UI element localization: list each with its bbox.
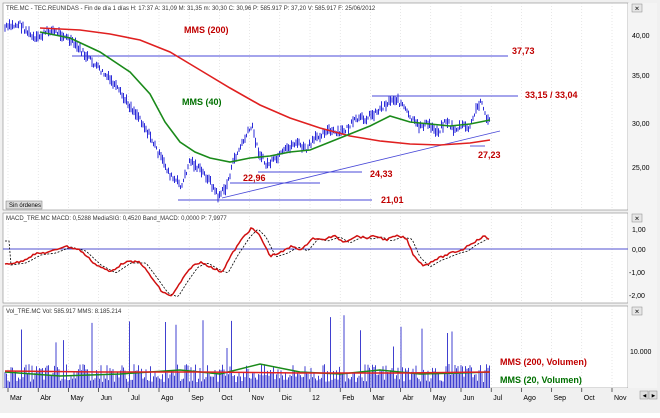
- orders-button-label: Sin órdenes: [9, 203, 41, 209]
- macd-tick-m1: -1,00: [629, 270, 645, 277]
- month-label: Abr: [40, 395, 52, 402]
- volume-panel[interactable]: Vol_TRE.MC Vol: 585.917 MMS: 8.185.214 M…: [2, 305, 629, 389]
- month-label: May: [433, 395, 447, 402]
- panel-close-button-3[interactable]: ✕: [631, 306, 643, 316]
- month-label: May: [70, 395, 84, 402]
- macd-tick-0: 0,00: [632, 247, 646, 254]
- panel-close-button[interactable]: ✕: [631, 3, 643, 13]
- month-label: Oct: [584, 395, 595, 402]
- mms200-line: [39, 27, 491, 146]
- vol-mms20-label: MMS (20, Volumen): [500, 375, 582, 385]
- month-label: 12: [312, 395, 320, 402]
- label-2296: 22,96: [243, 173, 266, 183]
- macd-tick-1: 1,00: [632, 227, 646, 234]
- macd-signal-line: [5, 229, 490, 298]
- month-label: Sep: [191, 395, 204, 402]
- arrow-right-icon: ►: [651, 394, 657, 400]
- mms40-line: [39, 31, 491, 163]
- price-tick-30: 30,00: [632, 121, 650, 128]
- month-label: Mar: [372, 395, 385, 402]
- price-tick-25: 25,00: [632, 165, 650, 172]
- mms200-label: MMS (200): [184, 25, 229, 35]
- trend-line: [221, 130, 501, 199]
- price-bars: [4, 19, 490, 203]
- month-label: Mar: [10, 395, 23, 402]
- month-label: Ago: [523, 395, 536, 402]
- label-2433: 24,33: [370, 169, 393, 179]
- macd-tick-m2: -2,00: [629, 293, 645, 300]
- macd-panel[interactable]: MACD_TRE.MC MACD: 0,5288 MediaSIG: 0,452…: [2, 212, 629, 304]
- label-2101: 21,01: [381, 195, 404, 205]
- right-axis: 40,00 35,00 30,00 25,00 1,00 0,00 -1,00 …: [628, 3, 657, 388]
- month-label: Nov: [614, 395, 627, 402]
- mms40-label: MMS (40): [182, 97, 222, 107]
- close-icon-3: ✕: [635, 310, 640, 316]
- vol-mms200-label: MMS (200, Volumen): [500, 357, 587, 367]
- volume-panel-title: Vol_TRE.MC Vol: 585.917 MMS: 8.185.214: [6, 309, 122, 315]
- vol-mms200-line: [4, 370, 491, 374]
- month-label: Nov: [252, 395, 265, 402]
- month-label: Jul: [131, 395, 140, 402]
- vol-tick-10000: 10.000: [630, 349, 652, 356]
- close-icon: ✕: [635, 7, 640, 13]
- price-panel[interactable]: TRE.MC - TEC.REUNIDAS - Fin de día 1 día…: [2, 2, 629, 211]
- close-icon-2: ✕: [635, 217, 640, 223]
- month-label: Feb: [342, 395, 354, 402]
- month-label: Sep: [554, 395, 567, 402]
- arrow-left-icon: ◄: [642, 394, 648, 400]
- label-2723: 27,23: [478, 150, 501, 160]
- scroll-right-button[interactable]: ►: [648, 390, 658, 400]
- month-label: Jun: [101, 395, 112, 402]
- label-3315: 33,15 / 33,04: [525, 90, 578, 100]
- price-tick-35: 35,00: [632, 73, 650, 80]
- month-axis: Mar Abr May Jun Jul Ago Sep Oct Nov Dic 12 Feb Mar Ab…: [3, 388, 657, 410]
- month-label: Jul: [493, 395, 502, 402]
- scroll-left-button[interactable]: ◄: [639, 390, 649, 400]
- macd-line: [4, 227, 490, 297]
- price-tick-40: 40,00: [632, 33, 650, 40]
- month-label: Dic: [282, 395, 293, 402]
- month-label: Jun: [463, 395, 474, 402]
- month-label: Abr: [403, 395, 415, 402]
- label-3773: 37,73: [512, 46, 535, 56]
- vol-mms20-line: [4, 363, 491, 377]
- macd-panel-title: MACD_TRE.MC MACD: 0,5288 MediaSIG: 0,452…: [6, 216, 227, 222]
- panel-close-button-2[interactable]: ✕: [631, 213, 643, 223]
- price-panel-title: TRE.MC - TEC.REUNIDAS - Fin de día 1 día…: [6, 6, 376, 12]
- orders-button[interactable]: Sin órdenes: [5, 200, 43, 210]
- month-label: Ago: [161, 395, 174, 402]
- volume-bars: [4, 315, 490, 388]
- month-label: Oct: [221, 395, 232, 402]
